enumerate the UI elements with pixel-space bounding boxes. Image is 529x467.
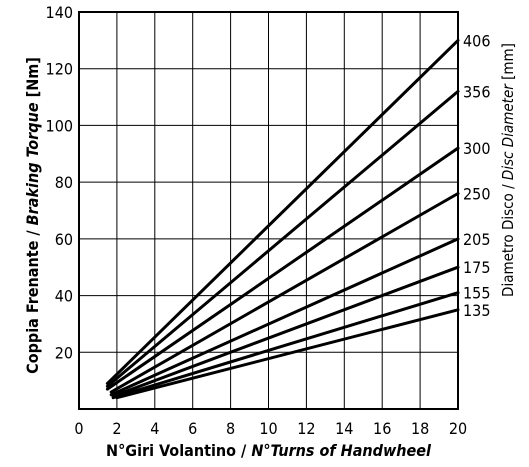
series-line-250 (109, 192, 460, 394)
x-tick-label: 0 (74, 419, 83, 438)
x-tick-label: 16 (373, 419, 391, 438)
series-label-356: 356 (463, 82, 490, 101)
x-tick-label: 14 (335, 419, 353, 438)
series-line-205 (109, 237, 460, 397)
series-line-406 (105, 38, 460, 385)
series-label-250: 250 (463, 184, 490, 203)
y-tick-label: 80 (55, 173, 73, 192)
x-axis-title: N°Giri Volantino / N°Turns of Handwheel (106, 441, 432, 460)
series-label-155: 155 (463, 284, 490, 303)
plot-frame (78, 11, 459, 410)
x-tick-label: 18 (411, 419, 429, 438)
series-label-300: 300 (463, 139, 490, 158)
x-tick-label: 20 (449, 419, 467, 438)
series-line-135 (115, 308, 460, 400)
series-lines (105, 38, 460, 400)
right-axis-title: Diametro Disco / Disc Diameter [mm] (499, 43, 517, 297)
x-tick-label: 8 (226, 419, 235, 438)
series-label-175: 175 (463, 258, 490, 277)
x-tick-label: 10 (259, 419, 277, 438)
y-axis-title-it: Coppia Frenante / (23, 225, 42, 374)
grid (79, 12, 458, 409)
right-axis-title-en: Disc Diameter (499, 83, 517, 180)
x-tick-label: 4 (150, 419, 159, 438)
y-tick-label: 100 (46, 116, 73, 135)
series-line-175 (111, 265, 460, 398)
y-axis-title: Coppia Frenante / Braking Torque [Nm] (23, 57, 42, 374)
y-tick-label: 40 (55, 287, 73, 306)
y-tick-label: 140 (46, 3, 73, 22)
series-label-135: 135 (463, 301, 490, 320)
y-tick-label: 60 (55, 230, 73, 249)
right-axis-title-unit: [mm] (499, 43, 517, 84)
y-tick-labels: 20 40 60 80 100 120 140 (46, 3, 73, 362)
series-line-155 (111, 291, 460, 400)
y-axis-title-unit: [Nm] (23, 57, 42, 102)
series-label-406: 406 (463, 31, 490, 50)
x-tick-labels: 0 2 4 6 8 10 12 14 16 18 20 (74, 419, 467, 438)
x-tick-label: 2 (112, 419, 121, 438)
series-line-356 (105, 89, 460, 388)
x-axis-title-en: N°Turns of Handwheel (251, 441, 432, 460)
x-tick-label: 6 (188, 419, 197, 438)
series-line-300 (105, 146, 460, 391)
x-tick-label: 12 (297, 419, 315, 438)
series-label-205: 205 (463, 230, 490, 249)
right-axis-title-it: Diametro Disco / (499, 180, 517, 297)
y-tick-label: 120 (46, 60, 73, 79)
y-tick-label: 20 (55, 343, 73, 362)
y-axis-title-en: Braking Torque (23, 102, 42, 225)
x-axis-title-it: N°Giri Volantino / (106, 441, 251, 460)
